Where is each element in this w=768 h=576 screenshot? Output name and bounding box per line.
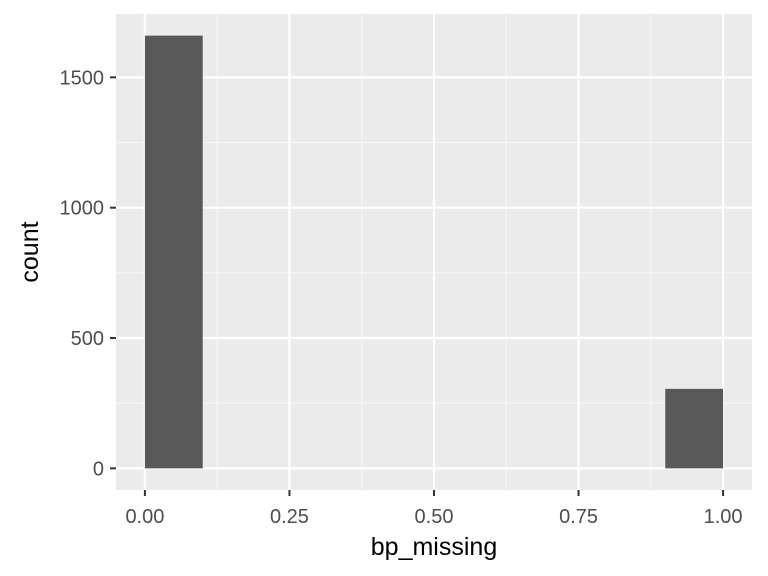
y-tick-label: 0 [93,458,104,480]
y-tick-label: 1000 [60,198,105,220]
x-axis-title: bp_missing [371,533,497,561]
y-axis-tick-labels: 0 500 1000 1500 [60,67,105,480]
histogram-bars [144,35,724,469]
x-axis-tick-labels: 0.00 0.25 0.50 0.75 1.00 [125,506,742,528]
x-tick-label: 0.75 [559,506,598,528]
y-axis-title: count [16,221,44,282]
x-tick-label: 0.00 [125,506,164,528]
y-tick-label: 500 [71,328,104,350]
x-tick-label: 0.50 [415,506,454,528]
x-tick-label: 0.25 [270,506,309,528]
histogram-bar [665,388,724,469]
histogram-bar [144,35,203,469]
x-tick-label: 1.00 [704,506,743,528]
y-tick-label: 1500 [60,67,105,89]
axis-ticks [110,76,725,496]
